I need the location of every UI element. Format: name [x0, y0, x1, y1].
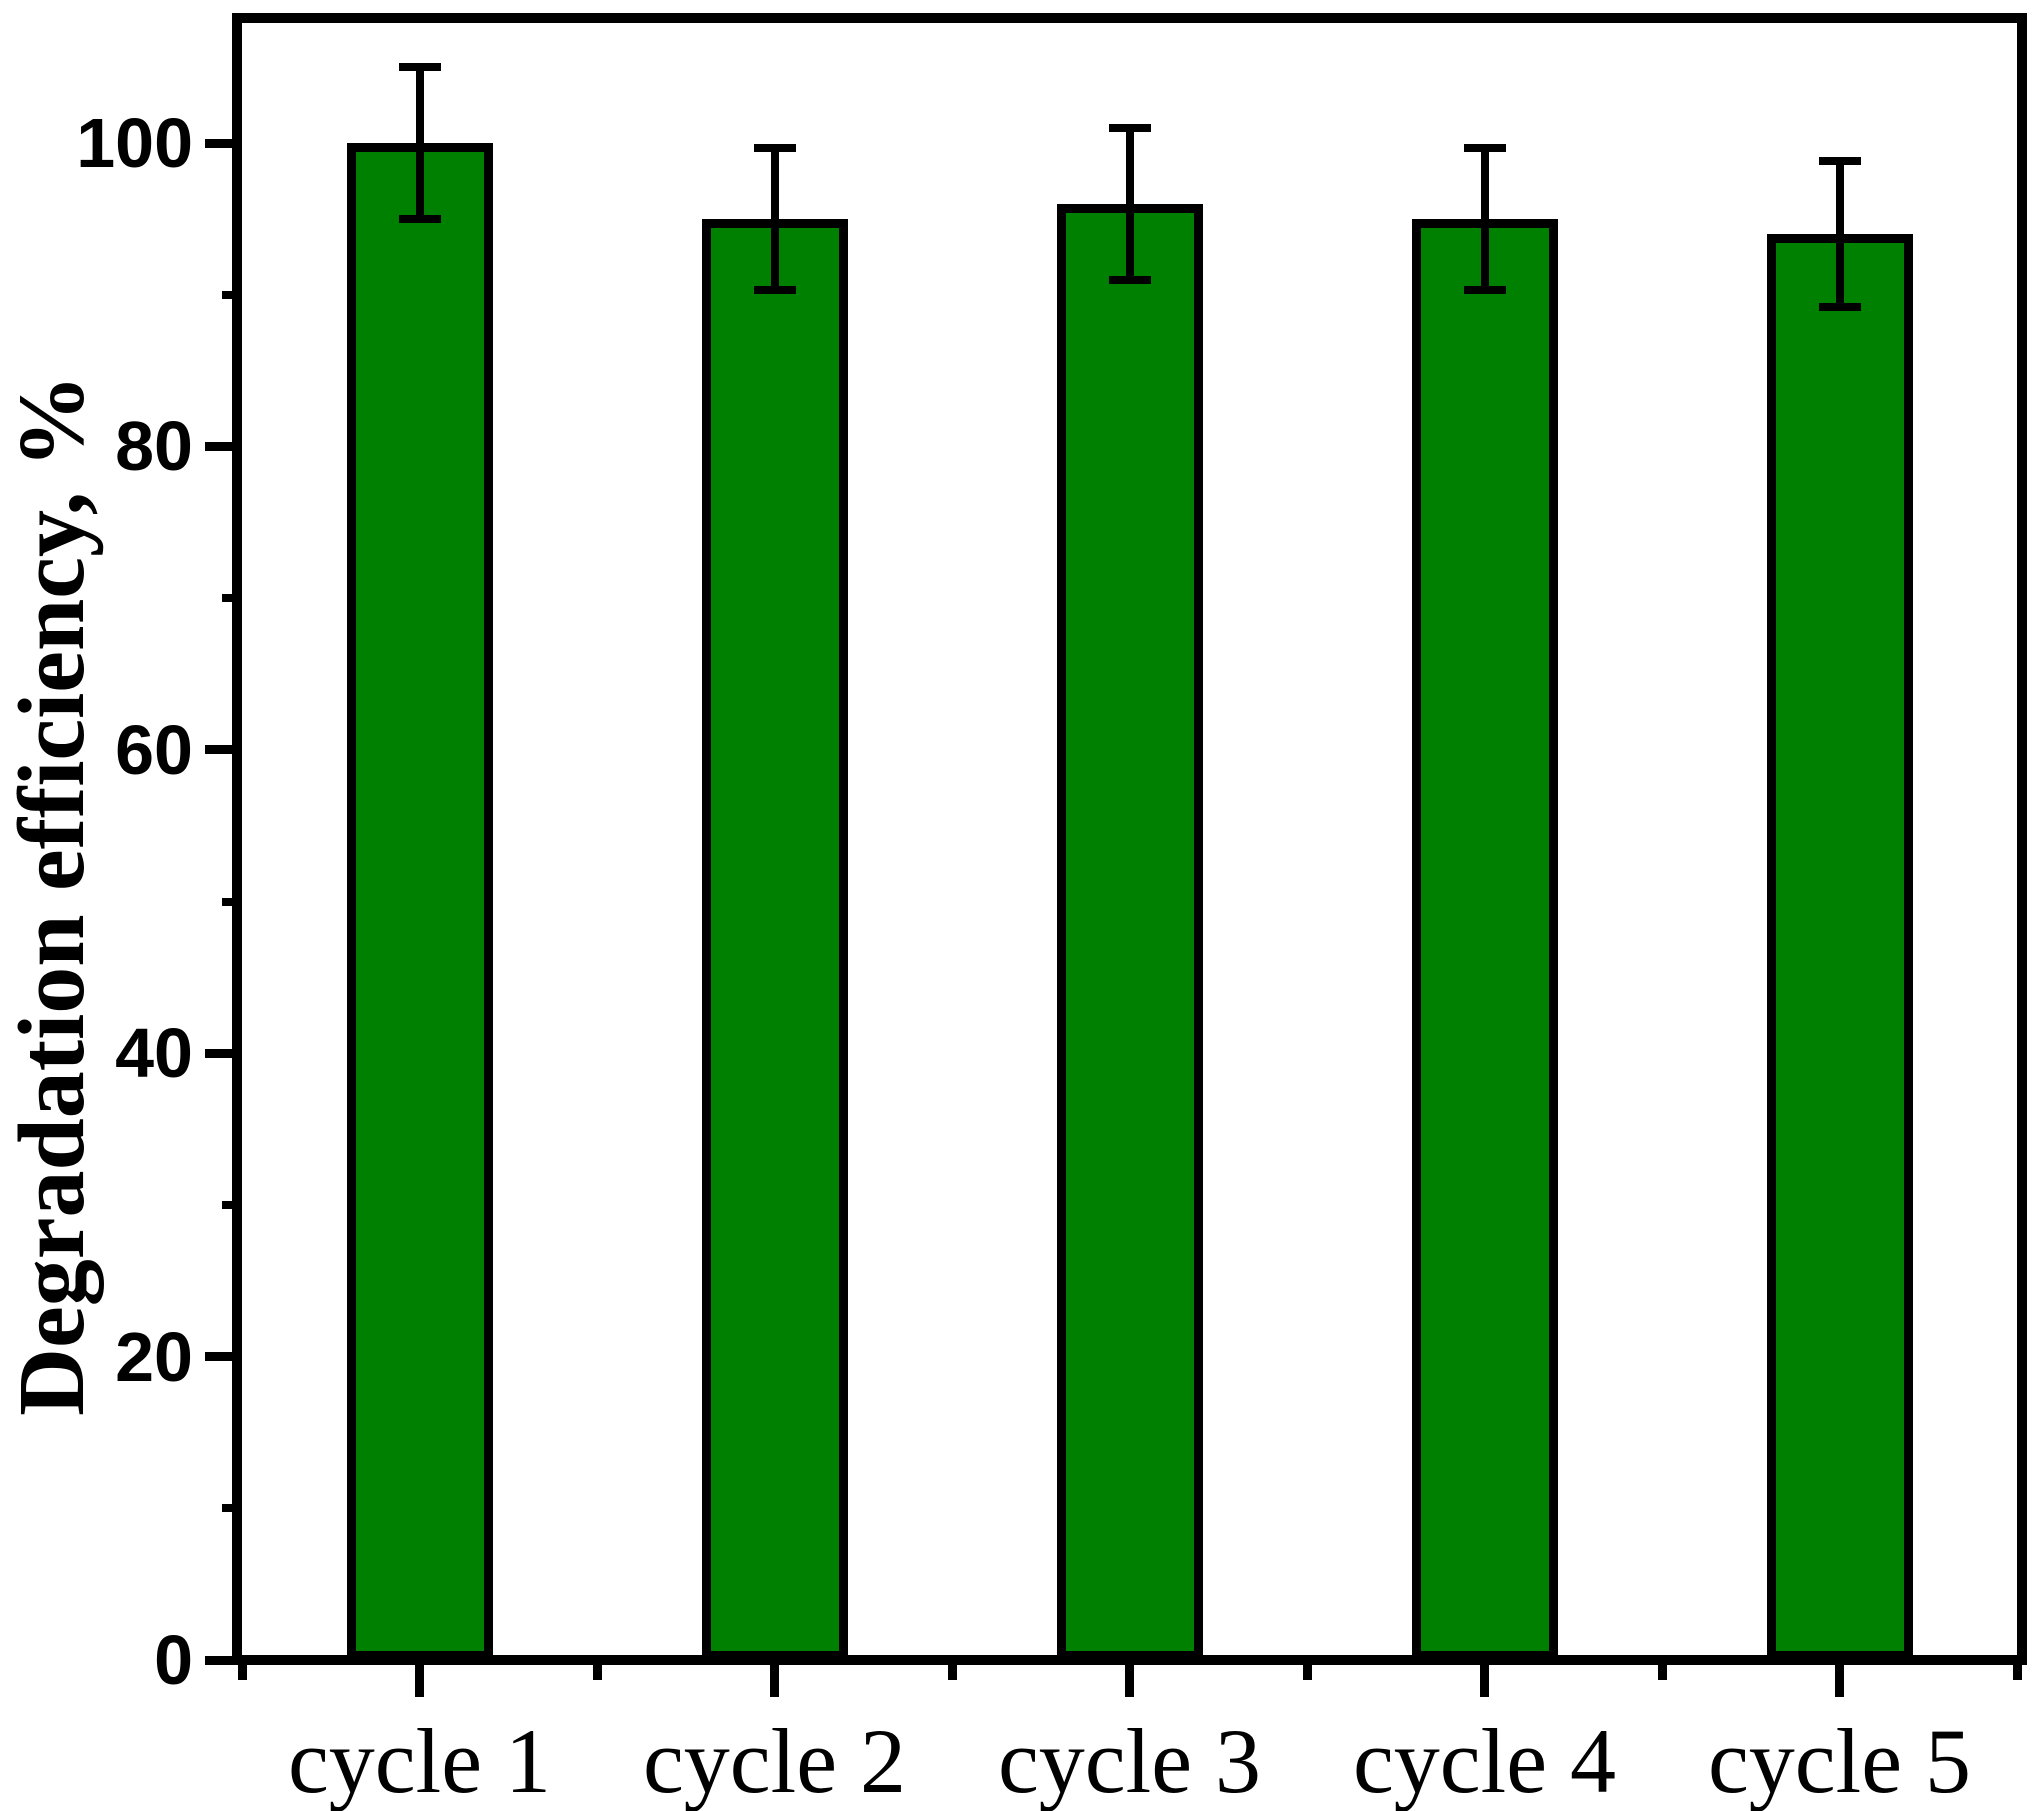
x-minor-tick-2: [947, 1655, 957, 1680]
x-tick-label-3: cycle 3: [997, 1710, 1262, 1811]
x-tick-label-5: cycle 5: [1707, 1710, 1972, 1811]
x-major-tick-2: [770, 1655, 779, 1697]
x-major-tick-5: [1835, 1655, 1844, 1697]
y-tick-label-60: 60: [115, 710, 193, 789]
error-bar-cap-top-4: [1463, 143, 1506, 152]
error-bar-cap-bottom-4: [1463, 286, 1506, 295]
error-bar-cap-bottom-2: [753, 286, 796, 295]
error-bar-line-3: [1125, 127, 1134, 280]
error-bar-cap-bottom-1: [398, 214, 441, 223]
y-major-tick-100: [205, 138, 242, 148]
bar-cycle-2: [701, 218, 848, 1660]
y-minor-tick-70: [222, 594, 242, 603]
x-minor-tick-5: [2012, 1655, 2022, 1680]
error-bar-cap-top-3: [1108, 123, 1151, 132]
y-minor-tick-30: [222, 1200, 242, 1209]
y-tick-label-20: 20: [115, 1317, 193, 1396]
error-bar-cap-top-2: [753, 143, 796, 152]
y-major-tick-80: [205, 441, 242, 451]
x-minor-tick-1: [592, 1655, 602, 1680]
y-major-tick-60: [205, 745, 242, 755]
bar-cycle-5: [1766, 234, 1913, 1660]
error-bar-line-2: [770, 147, 779, 291]
x-major-tick-1: [415, 1655, 424, 1697]
y-minor-tick-50: [222, 897, 242, 906]
x-minor-tick-0: [237, 1655, 247, 1680]
x-tick-label-2: cycle 2: [642, 1710, 907, 1811]
x-tick-label-4: cycle 4: [1352, 1710, 1617, 1811]
y-minor-tick-90: [222, 290, 242, 299]
bar-cycle-1: [346, 143, 493, 1660]
error-bar-cap-bottom-5: [1818, 302, 1861, 311]
y-major-tick-0: [205, 1655, 242, 1665]
error-bar-cap-top-1: [398, 63, 441, 72]
error-bar-cap-bottom-3: [1108, 275, 1151, 284]
error-bar-line-5: [1835, 161, 1844, 307]
bar-cycle-3: [1056, 203, 1203, 1660]
y-tick-label-80: 80: [115, 407, 193, 486]
error-bar-line-4: [1480, 147, 1489, 291]
bar-cycle-4: [1411, 218, 1558, 1660]
x-major-tick-3: [1125, 1655, 1134, 1697]
y-major-tick-40: [205, 1048, 242, 1058]
y-tick-label-100: 100: [76, 104, 193, 182]
x-major-tick-4: [1480, 1655, 1489, 1697]
error-bar-line-1: [415, 67, 424, 219]
x-minor-tick-4: [1657, 1655, 1667, 1680]
y-minor-tick-10: [222, 1504, 242, 1513]
x-minor-tick-3: [1302, 1655, 1312, 1680]
y-tick-label-0: 0: [154, 1621, 193, 1699]
y-major-tick-20: [205, 1352, 242, 1362]
y-tick-label-40: 40: [115, 1014, 193, 1093]
x-tick-label-1: cycle 1: [287, 1710, 552, 1811]
error-bar-cap-top-5: [1818, 157, 1861, 166]
